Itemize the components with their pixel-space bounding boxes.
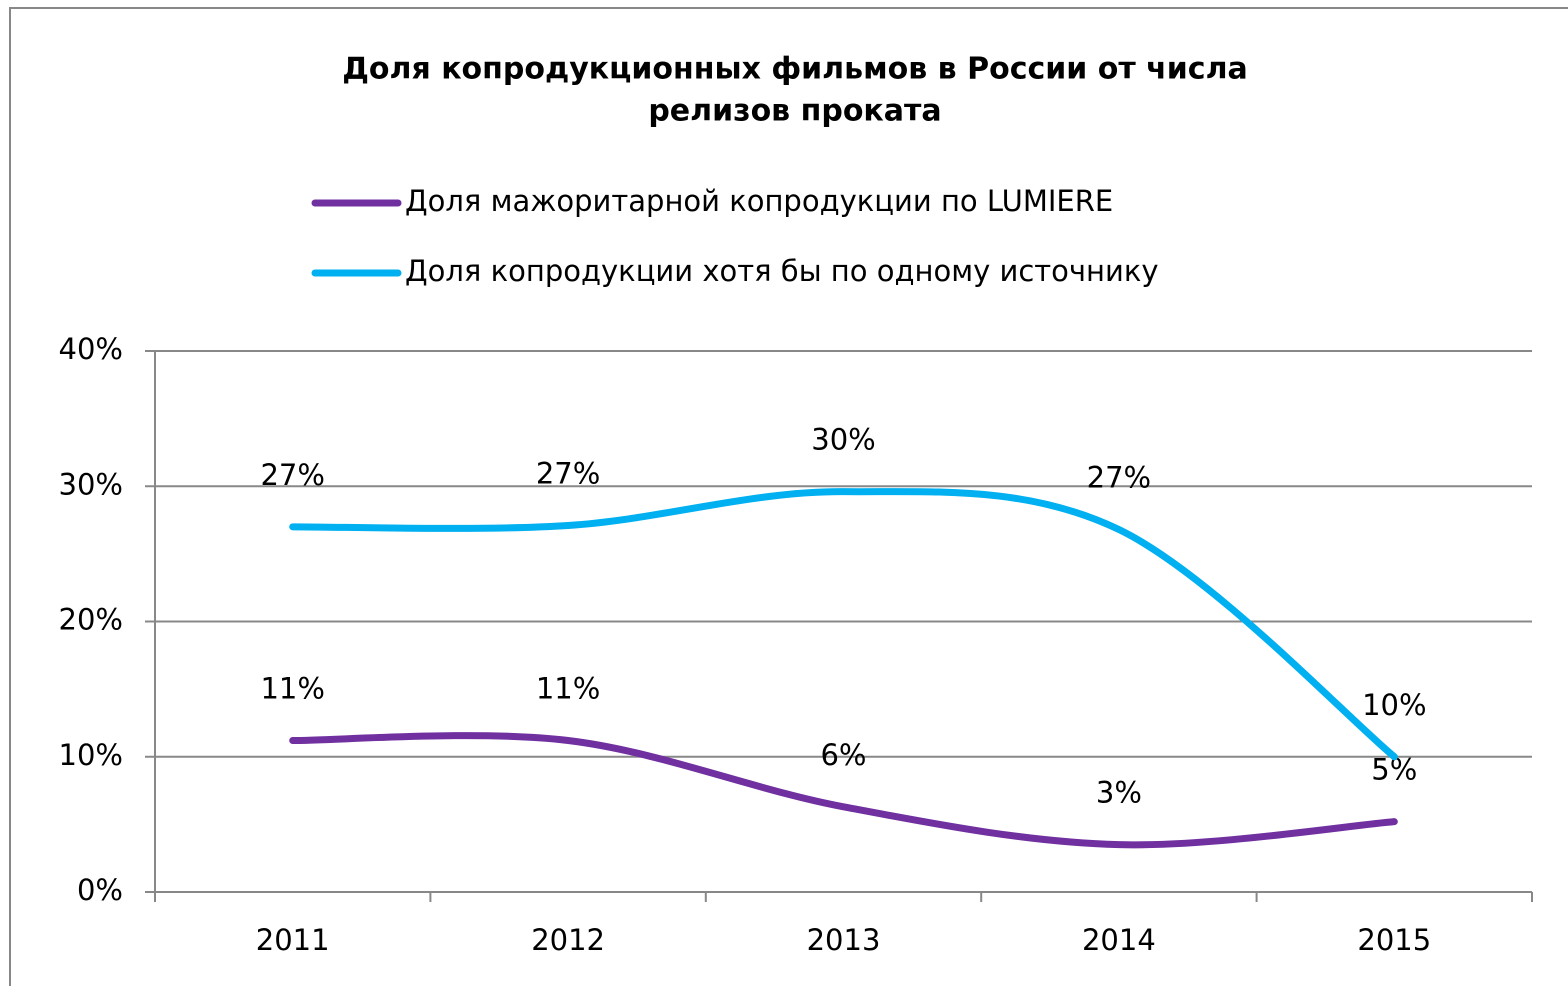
series-line: [289, 488, 1398, 761]
data-label: 3%: [1096, 776, 1142, 810]
x-tick-label: 2013: [807, 923, 881, 957]
y-tick-label: 20%: [59, 603, 123, 637]
y-tick-label: 10%: [59, 738, 123, 772]
data-label: 10%: [1362, 688, 1426, 722]
y-tick-label: 40%: [59, 332, 123, 366]
data-label: 27%: [1087, 461, 1151, 495]
y-tick-label: 0%: [77, 873, 123, 907]
y-tick-label: 30%: [59, 467, 123, 501]
data-label: 11%: [536, 672, 600, 706]
data-label: 30%: [811, 423, 875, 457]
data-label: 11%: [260, 672, 324, 706]
x-tick-label: 2015: [1357, 923, 1431, 957]
x-tick-label: 2012: [531, 923, 605, 957]
legend-label: Доля копродукции хотя бы по одному источ…: [405, 254, 1159, 288]
chart-title: Доля копродукционных фильмов в России от…: [342, 52, 1248, 87]
data-label: 27%: [536, 456, 600, 490]
x-tick-label: 2014: [1082, 923, 1156, 957]
series-line: [289, 732, 1398, 849]
chart-title: релизов проката: [648, 94, 941, 129]
legend-label: Доля мажоритарной копродукции по LUMIERE: [405, 184, 1113, 218]
x-tick-label: 2011: [256, 923, 330, 957]
data-label: 6%: [820, 738, 866, 772]
data-label: 27%: [260, 458, 324, 492]
